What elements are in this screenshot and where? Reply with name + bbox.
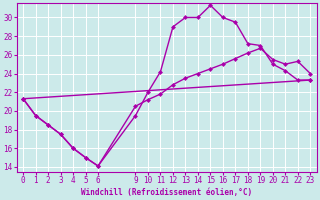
X-axis label: Windchill (Refroidissement éolien,°C): Windchill (Refroidissement éolien,°C)	[81, 188, 252, 197]
